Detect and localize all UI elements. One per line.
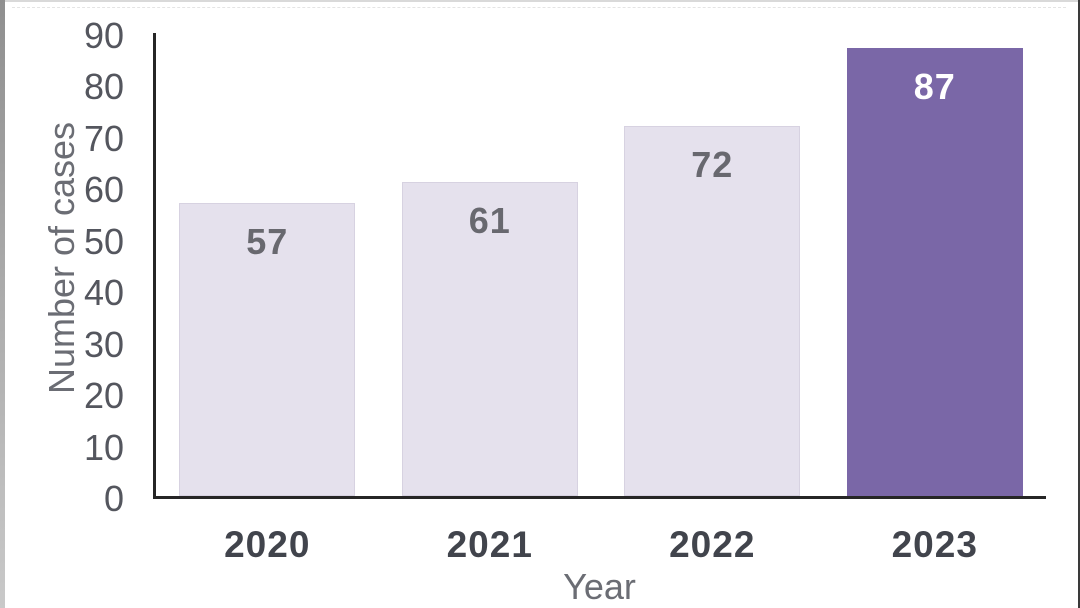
bar-value-label-2020: 57 <box>246 221 289 262</box>
y-tick-label-0: 0 <box>103 478 124 519</box>
y-tick-label-80: 80 <box>83 66 124 108</box>
x-category-label-2021: 2021 <box>446 524 533 565</box>
y-tick-label-40: 40 <box>83 272 124 314</box>
x-category-label-2022: 2022 <box>669 524 756 565</box>
y-tick-label-30: 30 <box>83 323 124 365</box>
bar-value-label-2023: 87 <box>913 66 956 107</box>
x-category-label-2020: 2020 <box>224 524 311 565</box>
y-tick-label-50: 50 <box>83 220 124 262</box>
window-top-dashed-line <box>12 7 1066 8</box>
bar-value-label-2022: 72 <box>691 144 734 185</box>
bar-2020: 57 <box>179 203 356 496</box>
y-tick-label-60: 60 <box>83 169 124 211</box>
window-top-edge <box>0 0 1080 2</box>
bar-2022: 72 <box>624 126 801 496</box>
x-axis-labels: 2020 2021 2022 2023 <box>156 524 1046 570</box>
bar-2023: 87 <box>846 48 1023 496</box>
y-tick-label-70: 70 <box>83 117 124 159</box>
y-tick-label-10: 10 <box>83 426 124 468</box>
y-tick-label-20: 20 <box>83 375 124 417</box>
window-right-edge <box>1078 0 1080 608</box>
window-left-edge <box>0 0 5 608</box>
x-axis-title: Year <box>563 566 636 607</box>
bar-2021: 61 <box>401 182 578 496</box>
plot-area: 57 61 72 87 <box>153 33 1046 499</box>
bar-value-label-2021: 61 <box>468 200 511 241</box>
x-category-label-2023: 2023 <box>891 524 978 565</box>
y-tick-label-90: 90 <box>83 15 124 56</box>
